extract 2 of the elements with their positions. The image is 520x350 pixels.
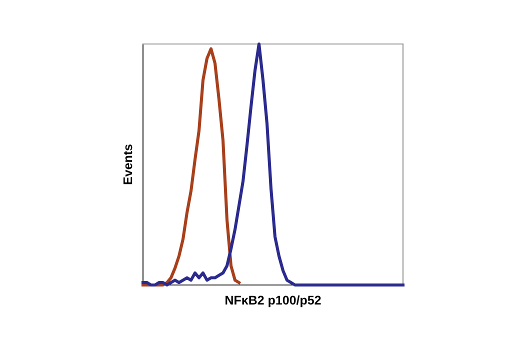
y-axis-title: Events — [123, 144, 132, 184]
x-axis-title: NFκB2 p100/p52 — [226, 295, 321, 308]
